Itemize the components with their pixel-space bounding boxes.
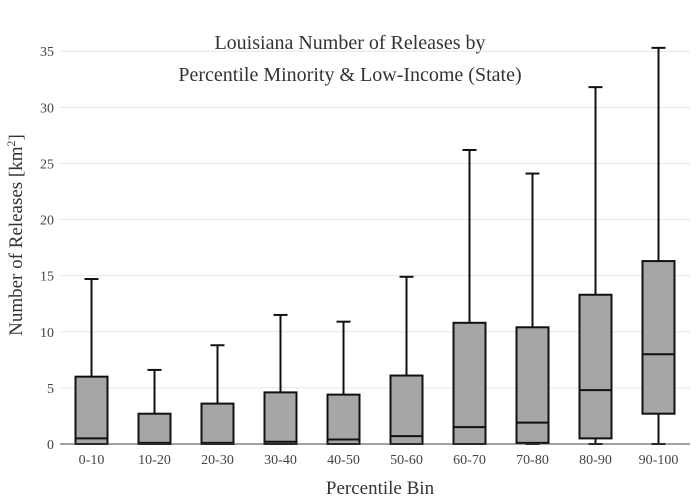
y-tick-label: 5 xyxy=(47,382,54,397)
y-axis-title-superscript: 2 xyxy=(4,140,18,146)
box-group xyxy=(578,86,613,445)
box-group xyxy=(263,313,298,445)
y-tick-label: 0 xyxy=(47,438,54,453)
x-tick-label: 90-100 xyxy=(639,453,679,468)
y-axis-title-main: Number of Releases [km xyxy=(6,146,27,336)
y-axis-title-end: ] xyxy=(6,134,27,140)
y-tick-label: 20 xyxy=(40,214,54,229)
x-tick-label: 20-30 xyxy=(201,453,234,468)
box-iqr xyxy=(515,326,550,444)
x-tick-label: 80-90 xyxy=(579,453,612,468)
x-tick-label: 30-40 xyxy=(264,453,297,468)
y-tick-label: 15 xyxy=(40,270,54,285)
box-group xyxy=(641,46,676,445)
boxes xyxy=(74,46,676,446)
y-axis-title: Number of Releases [km2] xyxy=(4,134,27,336)
box-group xyxy=(452,148,487,445)
x-tick-label: 40-50 xyxy=(327,453,360,468)
box-iqr xyxy=(389,374,424,445)
gridlines xyxy=(60,50,690,389)
box-iqr xyxy=(578,293,613,440)
box-group xyxy=(200,344,235,446)
chart-title-line-2: Percentile Minority & Low-Income (State) xyxy=(178,64,521,86)
box-iqr xyxy=(326,393,361,445)
y-axis-ticks: 0 5 10 15 20 25 30 35 xyxy=(40,45,54,453)
y-tick-label: 10 xyxy=(40,326,54,341)
box-group xyxy=(389,275,424,445)
y-tick-label: 25 xyxy=(40,157,54,172)
x-tick-label: 60-70 xyxy=(453,453,486,468)
box-iqr xyxy=(263,391,298,445)
box-iqr xyxy=(641,260,676,415)
box-iqr xyxy=(452,321,487,445)
box-iqr xyxy=(74,375,109,445)
chart-title-line-1: Louisiana Number of Releases by xyxy=(214,32,485,54)
x-tick-label: 50-60 xyxy=(390,453,423,468)
box-group xyxy=(515,172,550,445)
box-group xyxy=(74,278,109,445)
x-tick-label: 0-10 xyxy=(79,453,105,468)
box-iqr xyxy=(137,412,172,446)
box-group xyxy=(326,320,361,445)
box-group xyxy=(137,368,172,446)
x-axis-ticks: 0-10 10-20 20-30 30-40 40-50 50-60 60-70 70-80 8… xyxy=(79,453,679,468)
x-axis-title: Percentile Bin xyxy=(326,478,435,499)
x-tick-label: 10-20 xyxy=(138,453,171,468)
y-tick-label: 30 xyxy=(40,101,54,116)
y-tick-label: 35 xyxy=(40,45,54,60)
x-tick-label: 70-80 xyxy=(516,453,549,468)
box-iqr xyxy=(200,402,235,446)
